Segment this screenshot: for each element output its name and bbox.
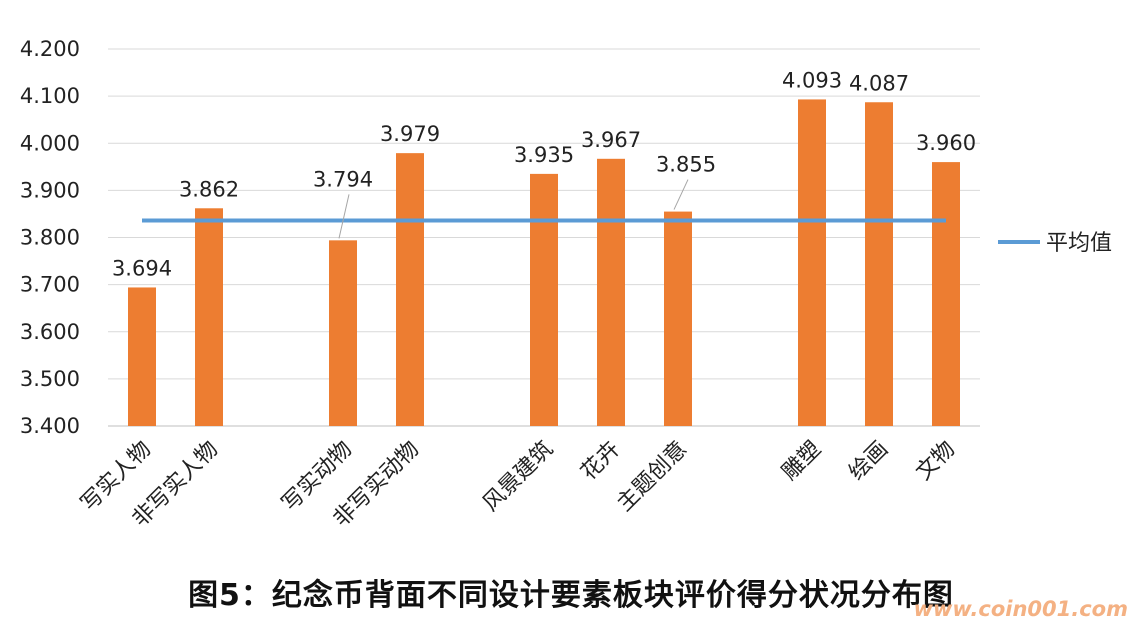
y-axis-tick-labels: 3.400 3.500 3.600 3.700 3.800 3.900 4.000 4.100… [20, 37, 80, 438]
y-tick-label: 4.000 [20, 131, 80, 155]
data-label: 3.862 [179, 177, 239, 201]
y-tick-label: 4.200 [20, 37, 80, 61]
x-tick-label: 雕塑 [777, 437, 826, 486]
y-tick-label: 3.900 [20, 178, 80, 202]
watermark: www.coin001.com [913, 597, 1128, 621]
data-label: 3.979 [380, 122, 440, 146]
bars [128, 99, 960, 427]
data-label: 4.087 [849, 71, 909, 95]
leader-line [673, 179, 689, 210]
data-label: 3.694 [112, 256, 172, 280]
bar [664, 211, 692, 426]
data-label: 3.935 [514, 143, 574, 167]
x-tick-label: 文物 [911, 437, 960, 486]
data-label: 3.794 [313, 167, 373, 191]
data-labels: 3.694 3.862 3.794 3.979 3.935 3.967 3.855 4.093… [112, 68, 976, 280]
bar [798, 99, 826, 426]
bar [932, 162, 960, 426]
y-tick-label: 4.100 [20, 84, 80, 108]
data-label: 4.093 [782, 68, 842, 92]
y-tick-label: 3.500 [20, 367, 80, 391]
legend: 平均值 [998, 231, 1112, 256]
x-tick-label: 花卉 [576, 437, 625, 486]
data-label: 3.967 [581, 128, 641, 152]
bar [329, 240, 357, 426]
bar [597, 158, 625, 426]
data-label: 3.960 [916, 131, 976, 155]
bar [530, 173, 558, 426]
y-tick-label: 3.700 [20, 273, 80, 297]
bar [128, 287, 156, 426]
data-label: 3.855 [656, 153, 716, 177]
figure-caption: 图5：纪念币背面不同设计要素板块评价得分状况分布图 [188, 578, 954, 613]
x-tick-label: 绘画 [844, 437, 893, 486]
y-tick-label: 3.800 [20, 226, 80, 250]
leader-line [338, 194, 350, 239]
bar [396, 153, 424, 427]
y-tick-label: 3.600 [20, 320, 80, 344]
legend-label: 平均值 [1046, 231, 1112, 256]
x-tick-label: 主题创意 [612, 437, 692, 517]
bar [195, 208, 223, 426]
y-tick-label: 3.400 [20, 414, 80, 438]
x-tick-label: 风景建筑 [478, 437, 558, 517]
bar [865, 102, 893, 426]
